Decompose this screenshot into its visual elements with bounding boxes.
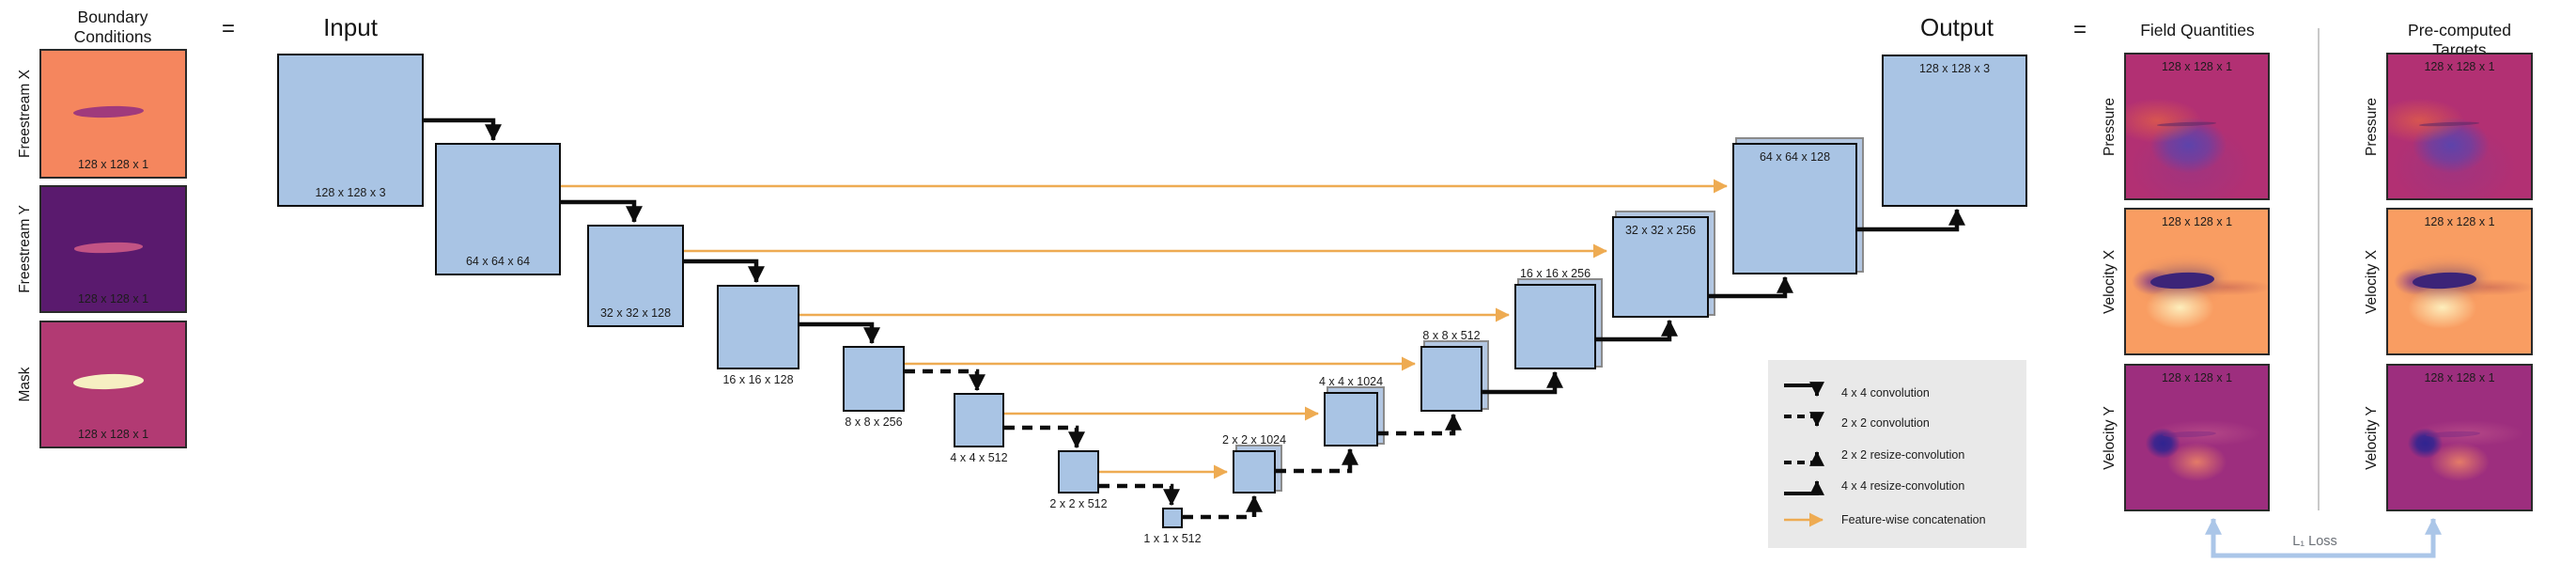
airfoil-shape	[2163, 431, 2217, 439]
image-dims: 128 x 128 x 1	[2161, 371, 2233, 384]
unet-block-decoder-32: 32 x 32 x 256	[1612, 216, 1709, 318]
image-dims: 128 x 128 x 1	[2424, 60, 2495, 73]
block-dims: 8 x 8 x 256	[845, 415, 903, 429]
image-dims: 128 x 128 x 1	[2161, 60, 2233, 73]
target-velocity-y-image: 128 x 128 x 1	[2386, 364, 2533, 511]
block-dims: 64 x 64 x 128	[1759, 150, 1831, 164]
block-dims: 16 x 16 x 256	[1519, 267, 1591, 280]
unet-block-decoder-4: 4 x 4 x 1024	[1319, 375, 1383, 446]
field-pressure-image: 128 x 128 x 1	[2124, 53, 2270, 200]
unet-block-decoder-16: 16 x 16 x 256	[1514, 267, 1596, 369]
legend-item-2x2-resize-convolution: 2 x 2 resize-convolution	[1841, 448, 1965, 462]
unet-block-output: 128 x 128 x 3	[1882, 55, 2027, 207]
unet-block-encoder-4: 4 x 4 x 512	[950, 393, 1008, 464]
airfoil-shape	[74, 242, 144, 255]
block-dims: 128 x 128 x 3	[315, 186, 386, 199]
block-dims: 4 x 4 x 512	[950, 451, 1008, 464]
legend-item-4x4-resize-convolution: 4 x 4 resize-convolution	[1841, 479, 1965, 493]
block-dims: 2 x 2 x 1024	[1221, 433, 1287, 446]
field-quantities-title: Field Quantities	[2140, 21, 2255, 39]
equals-sign-right: =	[2072, 17, 2087, 42]
image-dims: 128 x 128 x 1	[77, 428, 149, 441]
block-dims: 16 x 16 x 128	[722, 373, 794, 386]
block-dims: 2 x 2 x 512	[1049, 497, 1108, 510]
target-pressure-image: 128 x 128 x 1	[2386, 53, 2533, 200]
unet-block-encoder-64: 64 x 64 x 64	[435, 143, 561, 275]
legend-item-2x2-convolution: 2 x 2 convolution	[1841, 416, 1930, 430]
unet-block-input: 128 x 128 x 3	[277, 54, 424, 207]
unet-block-encoder-16: 16 x 16 x 128	[717, 285, 799, 386]
image-dims: 128 x 128 x 1	[77, 292, 149, 306]
freestream-y-image: 128 x 128 x 1	[39, 185, 187, 313]
legend-item-4x4-convolution: 4 x 4 convolution	[1841, 386, 1930, 400]
block-dims: 128 x 128 x 3	[1918, 62, 1991, 75]
airfoil-shape	[72, 104, 144, 119]
field-velocity-x-image: 128 x 128 x 1	[2124, 208, 2270, 355]
block-dims: 64 x 64 x 64	[465, 255, 531, 268]
input-title: Input	[323, 13, 378, 41]
image-dims: 128 x 128 x 1	[2424, 215, 2495, 228]
image-dims: 128 x 128 x 1	[77, 158, 149, 171]
airfoil-shape	[2157, 120, 2217, 127]
unet-block-encoder-2: 2 x 2 x 512	[1049, 450, 1108, 510]
image-dims: 128 x 128 x 1	[2161, 215, 2233, 228]
block-dims: 4 x 4 x 1024	[1318, 375, 1384, 388]
output-title: Output	[1919, 13, 1994, 41]
airfoil-shape	[72, 373, 144, 391]
mask-image: 128 x 128 x 1	[39, 321, 187, 448]
airfoil-shape	[2149, 271, 2214, 290]
airfoil-shape	[2425, 431, 2480, 439]
airfoil-shape	[2412, 271, 2477, 290]
target-velocity-x-image: 128 x 128 x 1	[2386, 208, 2533, 355]
image-dims: 128 x 128 x 1	[2424, 371, 2495, 384]
block-dims: 32 x 32 x 256	[1624, 224, 1697, 237]
unet-block-decoder-2: 2 x 2 x 1024	[1222, 433, 1286, 494]
unet-block-bottleneck: 1 x 1 x 512	[1143, 508, 1202, 545]
freestream-x-image: 128 x 128 x 1	[39, 49, 187, 179]
airfoil-shape	[2419, 120, 2480, 127]
legend-item-feature-wise-concatenation: Feature-wise concatenation	[1841, 513, 1986, 526]
unet-block-encoder-32: 32 x 32 x 128	[587, 225, 684, 327]
block-dims: 8 x 8 x 512	[1422, 329, 1481, 342]
unet-block-encoder-8: 8 x 8 x 256	[843, 346, 905, 429]
boundary-conditions-title: Boundary Conditions	[73, 8, 152, 46]
unet-block-decoder-8: 8 x 8 x 512	[1420, 329, 1482, 412]
field-velocity-y-image: 128 x 128 x 1	[2124, 364, 2270, 511]
block-dims: 1 x 1 x 512	[1143, 532, 1202, 545]
l1-loss-label: L₁ Loss	[2292, 534, 2337, 549]
equals-sign-left: =	[221, 16, 236, 41]
block-dims: 32 x 32 x 128	[599, 306, 672, 320]
unet-block-decoder-64: 64 x 64 x 128	[1732, 143, 1857, 274]
